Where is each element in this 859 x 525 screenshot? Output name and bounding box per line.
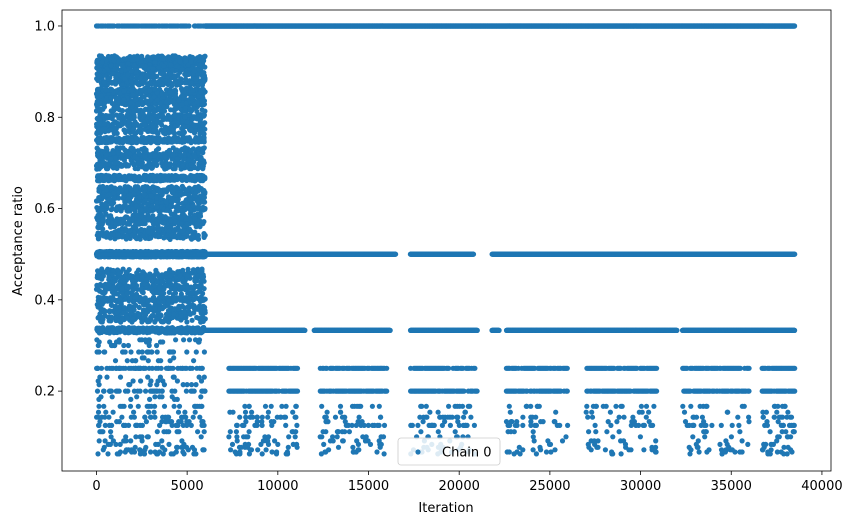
data-point <box>139 53 145 60</box>
data-point <box>188 59 194 65</box>
data-point <box>150 73 156 79</box>
data-point <box>112 78 118 84</box>
data-point <box>137 75 143 81</box>
data-point <box>169 67 175 73</box>
data-point <box>139 63 145 69</box>
data-point <box>191 68 197 74</box>
data-point <box>99 59 105 65</box>
data-point <box>108 63 114 69</box>
data-point <box>133 69 139 75</box>
data-point <box>159 71 165 77</box>
data-point <box>193 76 199 82</box>
data-point <box>186 23 192 29</box>
data-point <box>125 61 131 67</box>
data-point <box>134 56 140 63</box>
data-point <box>94 58 100 64</box>
data-point <box>153 55 159 61</box>
data-point <box>152 59 158 65</box>
data-point <box>161 56 167 62</box>
data-point <box>148 55 155 61</box>
data-point <box>172 53 178 59</box>
data-point <box>167 55 173 62</box>
data-point <box>792 23 798 29</box>
data-point <box>150 66 156 72</box>
data-point <box>97 67 103 74</box>
data-point <box>182 76 189 82</box>
data-point <box>128 79 134 85</box>
data-point <box>122 56 128 62</box>
data-point <box>129 68 135 74</box>
data-point <box>197 62 203 69</box>
data-point <box>119 62 125 68</box>
data-point <box>179 67 185 73</box>
data-points-layer <box>93 23 798 457</box>
data-point <box>125 72 131 78</box>
data-point <box>111 58 117 64</box>
data-point <box>199 107 205 113</box>
data-point <box>156 78 162 85</box>
data-point <box>201 58 207 64</box>
data-point <box>186 71 192 77</box>
data-point <box>199 81 205 87</box>
data-point <box>168 62 174 68</box>
data-point <box>134 81 140 87</box>
data-point <box>201 70 207 76</box>
data-point <box>101 79 107 85</box>
data-point <box>188 80 194 86</box>
data-point <box>161 63 167 69</box>
